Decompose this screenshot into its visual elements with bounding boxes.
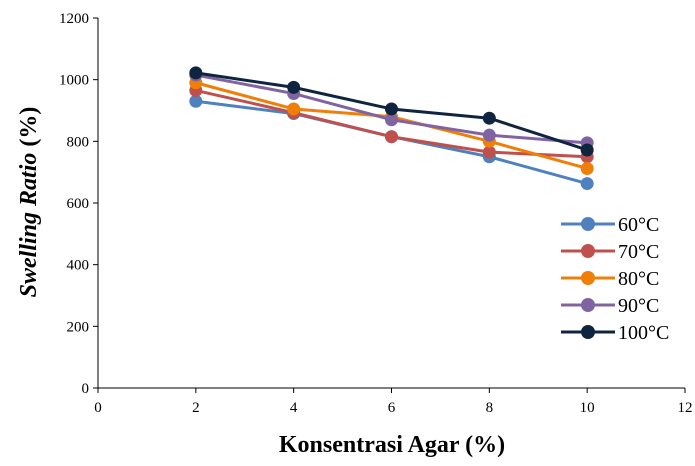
series-4	[189, 66, 594, 157]
y-axis-label-italic: Swelling Ratio	[16, 153, 42, 298]
y-tick-label: 600	[67, 196, 90, 212]
legend-label: 70°C	[618, 241, 659, 263]
data-point	[287, 102, 301, 116]
data-point	[287, 80, 301, 94]
x-tick-label: 6	[388, 400, 396, 416]
y-tick-label: 800	[67, 134, 90, 150]
data-point	[482, 145, 496, 159]
legend-marker	[581, 271, 595, 285]
x-tick-label: 0	[94, 400, 102, 416]
y-axis-label-unit: (%)	[16, 107, 42, 153]
legend-marker	[581, 298, 595, 312]
x-axis-label: Konsentrasi Agar (%)	[279, 432, 505, 458]
legend-label: 60°C	[618, 214, 659, 236]
x-tick-label: 8	[486, 400, 494, 416]
data-point	[385, 113, 398, 127]
x-tick-label: 10	[580, 400, 595, 416]
x-tick-label: 2	[192, 400, 200, 416]
legend-item: 90°C	[561, 295, 659, 317]
y-tick-label: 1000	[59, 73, 89, 89]
data-point	[189, 66, 203, 80]
data-point	[385, 130, 398, 144]
data-point	[580, 177, 594, 191]
legend-item: 80°C	[561, 268, 659, 290]
legend-marker	[581, 244, 595, 258]
legend-label: 100°C	[618, 322, 669, 344]
y-tick-label: 400	[67, 258, 90, 274]
data-point	[385, 102, 398, 116]
y-tick-label: 0	[82, 381, 90, 397]
legend-marker	[581, 217, 595, 231]
y-axis-label: Swelling Ratio (%)	[16, 107, 42, 298]
data-point	[580, 161, 594, 175]
data-point	[482, 111, 496, 125]
y-axis-ticks: 0 200 400 600 800 1000 1200	[59, 11, 98, 397]
data-point	[189, 94, 203, 108]
legend-label: 90°C	[618, 295, 659, 317]
data-point	[482, 128, 496, 142]
x-tick-label: 12	[678, 400, 693, 416]
y-tick-label: 1200	[59, 11, 89, 27]
chart-series	[189, 66, 594, 191]
y-tick-label: 200	[67, 319, 90, 335]
legend-item: 70°C	[561, 241, 659, 263]
legend-item: 100°C	[561, 322, 669, 344]
legend-item: 60°C	[561, 214, 659, 236]
x-tick-label: 4	[290, 400, 298, 416]
legend-marker	[581, 325, 595, 339]
x-axis-ticks: 0 2 4 6 8 10 12	[94, 388, 693, 416]
legend-label: 80°C	[618, 268, 659, 290]
chart-legend: 60°C 70°C 80°C 90°C 100°C	[561, 214, 669, 344]
data-point	[580, 143, 594, 157]
